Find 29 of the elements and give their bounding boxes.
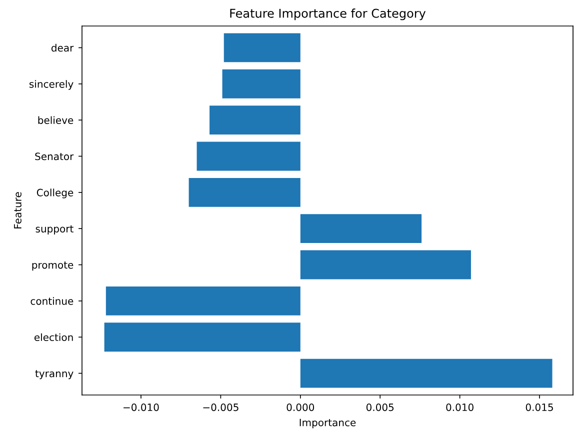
y-tick-label: promote [32,262,74,271]
y-tick-label: believe [38,116,74,124]
y-tick-label: Senator [35,152,74,160]
y-tick-label: continue [30,297,74,305]
y-tick-label: tyranny [35,370,74,380]
bar [300,250,471,280]
bar [104,322,300,352]
x-axis-title: Importance [300,418,356,428]
bar [210,106,300,135]
bar [222,69,300,98]
y-tick-label: dear [51,44,74,52]
chart-title: Feature Importance for Category [230,8,426,20]
y-axis-title: Feature [14,192,22,228]
y-tick-label: election [34,333,73,342]
bar [106,286,300,316]
y-tick-label: College [36,188,74,198]
x-tick-label: 0.015 [526,404,553,412]
x-tick-label: 0.010 [446,404,474,412]
x-tick-label: 0.005 [366,404,394,412]
x-tick-label: −0.010 [124,404,159,412]
bar [224,33,300,62]
bar [196,142,300,171]
x-tick-label: 0.000 [286,404,314,412]
bar [188,178,300,207]
x-tick-label: −0.005 [203,404,238,412]
y-tick-label: support [36,225,74,234]
y-tick-label: sincerely [29,80,74,90]
bar [300,214,422,244]
bar [300,358,552,388]
